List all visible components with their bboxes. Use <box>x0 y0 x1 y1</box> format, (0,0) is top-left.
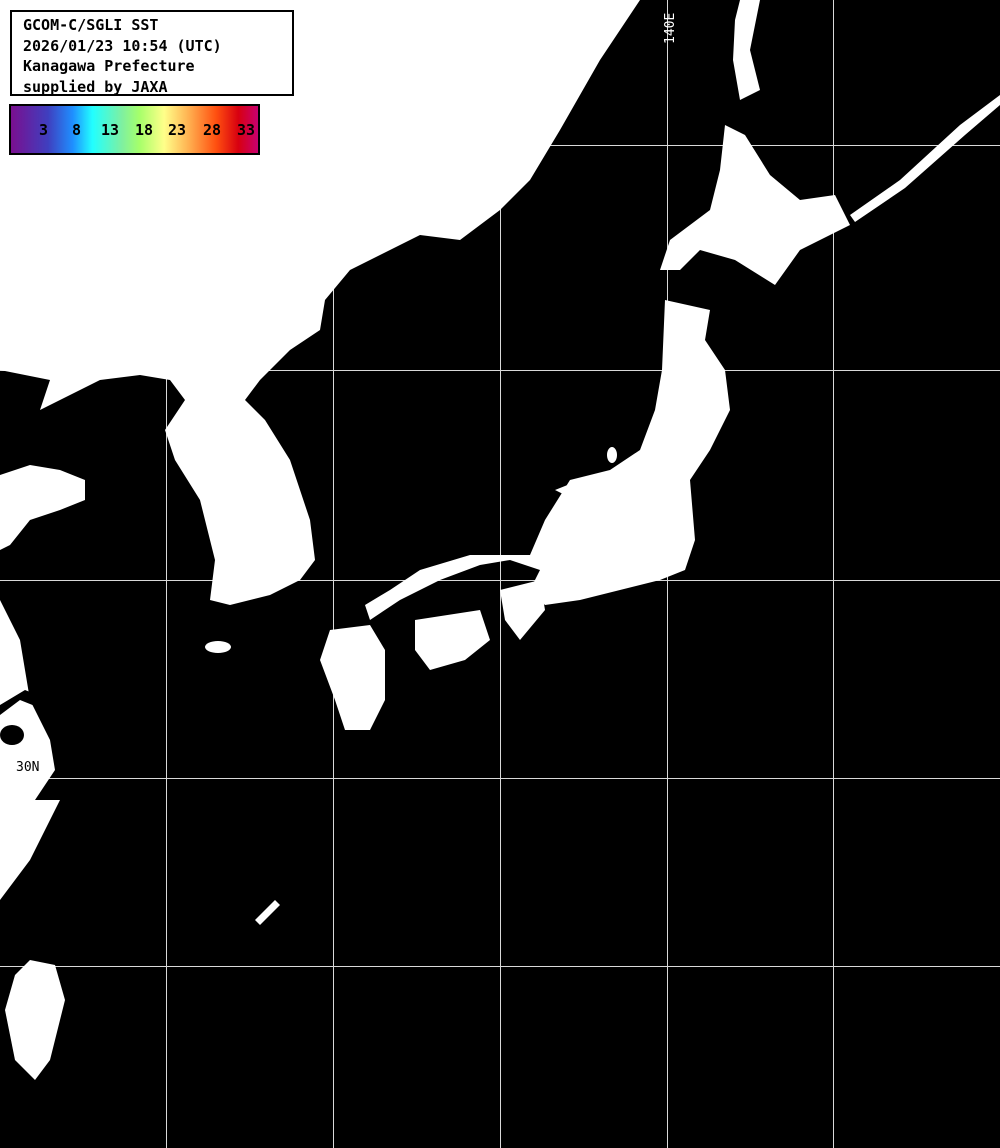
lon-label-140e: 140E <box>663 12 678 44</box>
land-hokkaido <box>660 125 850 285</box>
legend-tick: 23 <box>168 121 187 139</box>
lat-label-40n: 40N <box>13 352 37 367</box>
land-sakhalin <box>733 0 760 100</box>
legend-tick: 3 <box>39 121 49 139</box>
credit: supplied by JAXA <box>23 77 168 96</box>
land-china-coast <box>0 600 60 900</box>
info-box: GCOM-C/SGLI SST 2026/01/23 10:54 (UTC) K… <box>10 10 294 96</box>
land-noto <box>555 480 580 500</box>
legend-tick: 13 <box>101 121 120 139</box>
land-honshu <box>365 300 730 620</box>
product-title: GCOM-C/SGLI SST <box>23 16 159 34</box>
legend-tick: 18 <box>135 121 154 139</box>
legend-tick: 28 <box>203 121 222 139</box>
timestamp: 2026/01/23 10:54 (UTC) <box>23 36 222 55</box>
land-kii <box>500 580 545 640</box>
land-shandong <box>0 465 85 550</box>
color-scale-legend: 3 8 13 18 23 28 33 <box>9 104 260 155</box>
legend-tick: 8 <box>72 121 82 139</box>
land-taiwan <box>5 960 65 1080</box>
yangtze-estuary <box>0 690 60 715</box>
region-name: Kanagawa Prefecture <box>23 57 195 75</box>
land-kuril <box>850 95 1000 222</box>
land-shikoku <box>415 610 490 670</box>
land-jeju <box>205 641 231 653</box>
land-kyushu <box>320 625 385 730</box>
legend-tick: 33 <box>237 121 256 139</box>
land-sado <box>607 447 617 463</box>
lat-label-30n: 30N <box>16 760 40 775</box>
land-ryukyu <box>255 900 280 925</box>
